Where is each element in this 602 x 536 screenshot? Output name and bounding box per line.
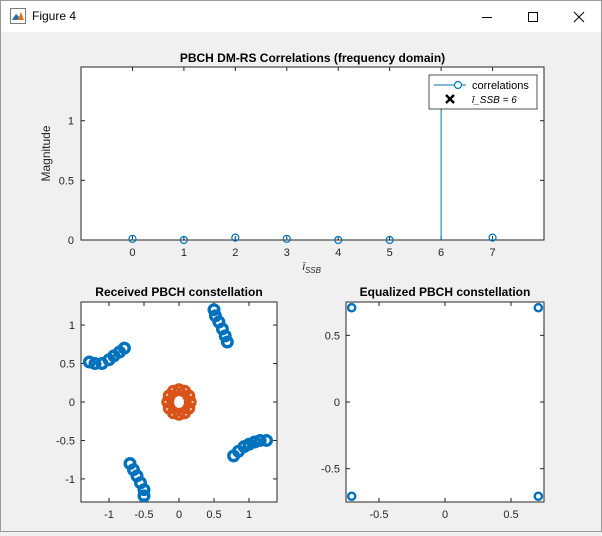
x-tick-label: 4 — [335, 247, 341, 259]
x-tick-label: -1 — [104, 509, 114, 521]
data-point — [161, 395, 175, 409]
y-tick-label: -0.5 — [56, 435, 75, 447]
x-tick-label: 0 — [442, 509, 448, 521]
plot-area: 0 1 2 3 4 5 6 7 0 0.5 1 PBCH DM-RS Correlations (fr… — [39, 51, 545, 521]
close-button[interactable] — [556, 1, 602, 32]
data-point — [117, 341, 131, 355]
stem-marker — [231, 233, 240, 242]
maximize-button[interactable] — [510, 1, 556, 32]
stem-marker — [128, 234, 137, 243]
stem-marker — [179, 235, 188, 245]
y-tick-label: 0 — [334, 397, 340, 409]
data-point — [218, 329, 232, 343]
data-point — [207, 303, 221, 317]
matlab-figure-icon — [10, 8, 26, 24]
data-point — [137, 489, 151, 503]
x-axis-label: īSSB — [303, 261, 322, 275]
data-point — [182, 389, 196, 403]
stem-marker — [488, 233, 497, 242]
y-tick-label: 0.5 — [59, 175, 74, 187]
title-bar[interactable]: Figure 4 — [1, 1, 601, 32]
plot-box — [80, 301, 278, 503]
data-point — [166, 384, 180, 398]
data-point — [162, 401, 176, 415]
data-point — [137, 483, 151, 497]
x-tick-label: 0 — [129, 247, 135, 259]
y-tick-label: 0.5 — [325, 330, 340, 342]
y-axis-label: Magnitude — [39, 125, 53, 181]
y-tick-label: 1 — [69, 320, 75, 332]
chart-title: Received PBCH constellation — [95, 285, 262, 299]
y-tick-label: 0 — [69, 397, 75, 409]
legend-marker-icon — [453, 80, 463, 90]
y-tick-label: 0.5 — [60, 359, 75, 371]
xlabel-text: īSSB — [303, 261, 322, 275]
x-tick-label: 1 — [246, 509, 252, 521]
received-constellation-chart: -1 -0.5 0 0.5 1 -1 -0.5 0 0.5 1 Received PBCH cons… — [56, 285, 278, 521]
data-point — [346, 302, 357, 313]
x-tick-label: 1 — [181, 247, 187, 259]
data-point — [533, 491, 544, 502]
x-tick-label: 5 — [387, 247, 393, 259]
data-point — [183, 395, 197, 409]
chart-title: Equalized PBCH constellation — [360, 285, 531, 299]
data-point — [260, 433, 274, 447]
legend-x-icon — [445, 94, 455, 104]
x-tick-label: -0.5 — [370, 509, 389, 521]
y-tick-label: -1 — [65, 474, 75, 486]
figure-canvas: 0 1 2 3 4 5 6 7 0 0.5 1 PBCH DM-RS Correlations (fr… — [2, 32, 601, 531]
x-tick-label: 0.5 — [206, 509, 221, 521]
data-point — [220, 335, 234, 349]
data-point — [346, 491, 357, 502]
x-tick-label: 0.5 — [503, 509, 518, 521]
stem-marker — [385, 235, 394, 245]
stem-marker — [334, 235, 343, 245]
data-point — [88, 357, 102, 371]
maximize-icon — [528, 11, 538, 22]
y-tick-label: 0 — [68, 235, 74, 247]
y-tick-label: -0.5 — [321, 464, 340, 476]
minimize-button[interactable] — [464, 1, 510, 32]
close-icon — [573, 11, 585, 22]
data-point — [533, 302, 544, 313]
data-point — [253, 433, 267, 447]
x-tick-label: 0 — [176, 509, 182, 521]
x-tick-label: -0.5 — [135, 509, 154, 521]
x-tick-label: 2 — [232, 247, 238, 259]
window-title: Figure 4 — [32, 9, 77, 23]
legend-label: correlations — [472, 80, 529, 92]
x-tick-label: 7 — [489, 247, 495, 259]
equalized-constellation-chart: -0.5 0 0.5 -0.5 0 0.5 Equalized PBCH constella… — [321, 285, 545, 521]
chart-title: PBCH DM-RS Correlations (frequency domai… — [180, 51, 445, 65]
x-tick-label: 3 — [284, 247, 290, 259]
x-tick-label: 6 — [438, 247, 444, 259]
legend: correlations ī_SSB = 6 — [428, 74, 538, 110]
plot-box — [345, 301, 545, 503]
minimize-icon — [482, 16, 492, 18]
stem-chart: 0 1 2 3 4 5 6 7 0 0.5 1 PBCH DM-RS Correlations (fr… — [39, 51, 545, 275]
stem-marker — [282, 234, 291, 243]
legend-label: ī_SSB = 6 — [472, 95, 517, 106]
y-tick-label: 1 — [68, 116, 74, 128]
